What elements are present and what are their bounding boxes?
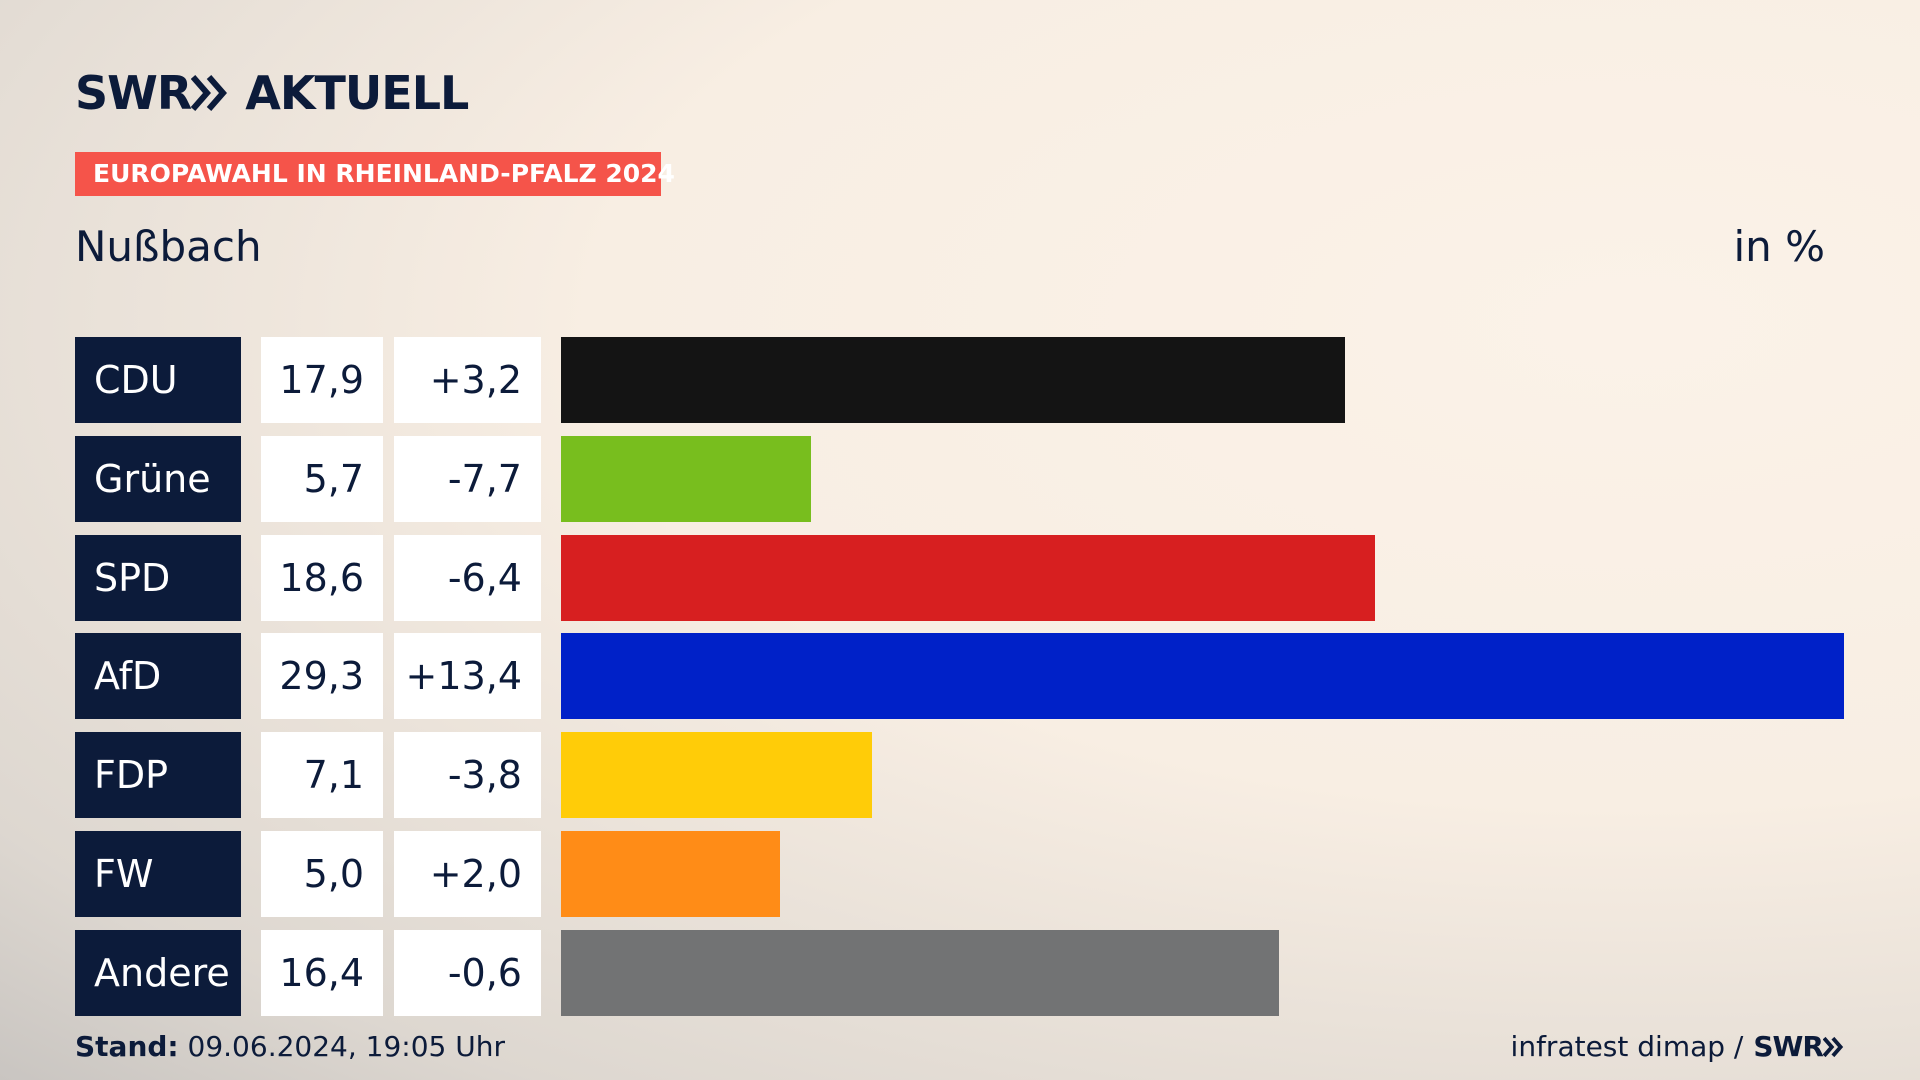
value-label: 5,7 [261,435,383,522]
value-label: 18,6 [261,534,383,621]
kicker: EUROPAWAHL IN RHEINLAND-PFALZ 2024 [75,152,675,196]
value-label: 29,3 [261,633,383,720]
party-name: AfD [75,633,241,720]
change-label: -6,4 [394,534,541,621]
bar [561,435,811,522]
source-chevrons [1823,1036,1844,1057]
source-brand: SWR [1753,1030,1824,1063]
change-label: -3,8 [394,732,541,819]
footer-stand: Stand: 09.06.2024, 19:05 Uhr [75,1030,505,1063]
value-label: 16,4 [261,929,383,1016]
party-name: SPD [75,534,241,621]
logo-chevrons [191,75,228,111]
value-label: 7,1 [261,732,383,819]
party-name: Grüne [75,435,241,522]
bar [561,534,1376,621]
bar [561,337,1345,423]
party-name: Andere [75,929,241,1016]
timestamp: 09.06.2024, 19:05 Uhr [187,1030,505,1063]
chart-title: Nußbach [75,222,262,271]
bar [561,831,780,917]
unit-label: in % [1733,222,1825,271]
brand-product: AKTUELL [245,66,469,120]
party-name: FDP [75,732,241,819]
footer-source: infratest dimap / SWR [1511,1030,1845,1063]
value-label: 5,0 [261,831,383,917]
change-label: +2,0 [394,831,541,917]
value-label: 17,9 [261,337,383,423]
brand-name: SWR [75,66,192,120]
bar [561,929,1280,1016]
change-label: -0,6 [394,929,541,1016]
party-name: FW [75,831,241,917]
source: infratest dimap / [1510,1030,1744,1063]
party-name: CDU [75,337,241,423]
stand-label: Stand: [75,1030,179,1063]
change-label: -7,7 [394,435,541,522]
bar [561,633,1844,720]
change-label: +3,2 [394,337,541,423]
bar [561,732,872,819]
change-label: +13,4 [394,633,541,720]
logo: SWR AKTUELL [75,66,469,120]
